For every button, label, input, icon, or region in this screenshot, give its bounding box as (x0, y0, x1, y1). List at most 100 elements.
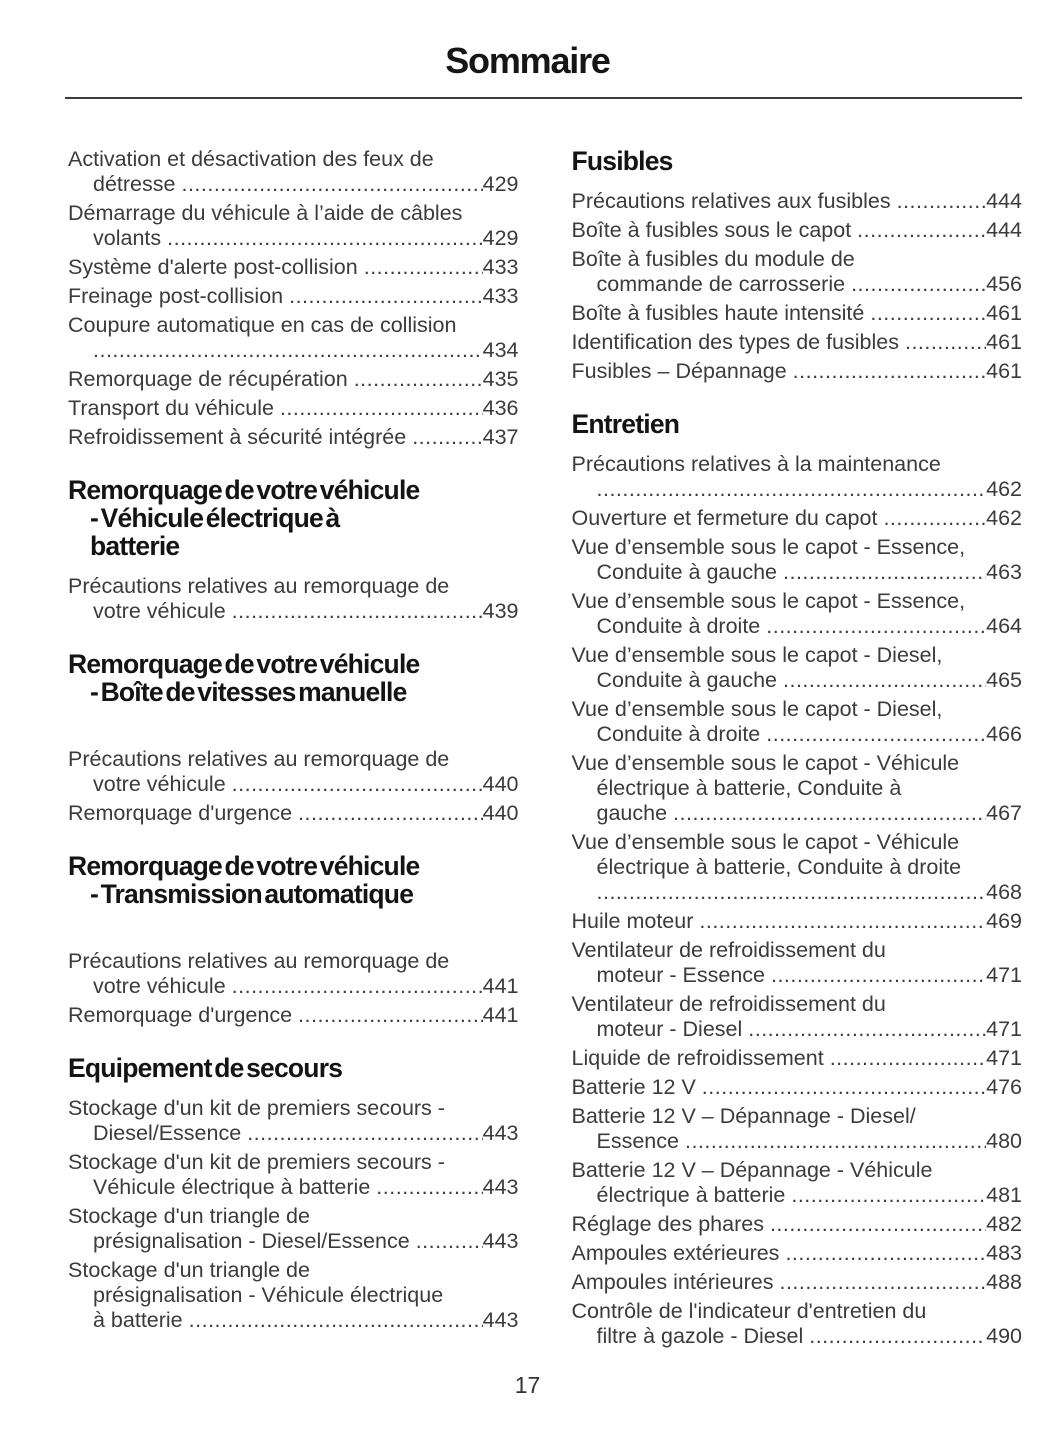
toc-entry-line: Vue d’ensemble sous le capot - Diesel, (571, 643, 943, 667)
dot-leader: ........................................… (851, 272, 986, 296)
toc-entry: Freinage post-collision.................… (68, 284, 519, 309)
toc-entry-text: Ampoules extérieures (571, 1241, 780, 1265)
toc-entry-line: Démarrage du véhicule à l’aide de câbles (68, 201, 463, 225)
toc-entry-lastline: gauche..................................… (572, 801, 1023, 826)
toc-entry: Liquide de refroidissement..............… (572, 1046, 1023, 1071)
toc-entry: Boîte à fusibles sous le capot..........… (572, 218, 1023, 243)
toc-entry-text: Ampoules intérieures (571, 1270, 774, 1294)
page-ref: 461 (986, 359, 1022, 383)
toc-entry-lastline: présignalisation - Diesel/Essence.......… (68, 1229, 519, 1254)
toc-entry-text: Diesel/Essence (93, 1121, 242, 1145)
toc-entry-lastline: Ampoules extérieures....................… (572, 1241, 1023, 1266)
toc-entry: Fusibles – Dépannage....................… (572, 359, 1023, 384)
toc-entry-text: votre véhicule (93, 974, 226, 998)
toc-entry-lastline: Conduite à gauche.......................… (572, 668, 1023, 693)
toc-entry-text: Identification des types de fusibles (571, 330, 899, 354)
toc-entry-text: Conduite à droite (596, 722, 761, 746)
section-heading-line: batterie (90, 531, 180, 561)
dot-leader: ........................................… (181, 172, 482, 196)
page-ref: 437 (482, 425, 519, 449)
toc-entry: Vue d’ensemble sous le capot - Diesel, Co… (572, 643, 1023, 693)
toc-entry-lastline: Conduite à droite.......................… (572, 614, 1023, 639)
page-title: Sommaire (445, 40, 611, 81)
toc-entry: Activation et désactivation des feux de d… (68, 147, 519, 197)
toc-entry-line: Contrôle de l'indicateur d'entretien du (571, 1299, 927, 1323)
toc-entry-line: Stockage d'un triangle de (68, 1258, 310, 1282)
toc-entry-line: Précautions relatives au remorquage de (68, 949, 450, 973)
toc-entry-line: Batterie 12 V – Dépannage - Véhicule (571, 1158, 933, 1182)
dot-leader: ........................................… (699, 909, 987, 933)
page-ref: 481 (986, 1183, 1022, 1207)
toc-entry: Stockage d'un triangle de présignalisatio… (68, 1204, 519, 1254)
page-ref: 488 (986, 1270, 1022, 1294)
page-ref: 476 (986, 1075, 1022, 1099)
toc-entry: Ouverture et fermeture du capot.........… (572, 506, 1023, 531)
toc-entry-lastline: Conduite à gauche.......................… (572, 560, 1023, 585)
toc-entry-lastline: Conduite à droite.......................… (572, 722, 1023, 747)
toc-entry-text: Réglage des phares (571, 1212, 764, 1236)
toc-entry-lastline: Remorquage d'urgence....................… (68, 1003, 519, 1028)
dot-leader: ........................................… (779, 1270, 987, 1294)
page-ref: 463 (986, 560, 1022, 584)
page-ref: 462 (986, 477, 1022, 501)
dot-leader: ........................................… (896, 189, 987, 213)
dot-leader: ........................................… (857, 218, 987, 242)
toc-entry: Démarrage du véhicule à l’aide de câbles… (68, 201, 519, 251)
section-heading: Remorquage de votre véhicule - Véhicule é… (68, 476, 519, 560)
section-heading: Equipement de secours (68, 1054, 519, 1082)
toc-entry: Système d'alerte post-collision.........… (68, 255, 519, 280)
section-heading-line: Remorquage de votre véhicule (68, 851, 420, 881)
toc-entry-lastline: à batterie..............................… (68, 1308, 519, 1333)
toc-entry-text: Essence (596, 1129, 679, 1153)
page-ref: 439 (482, 599, 519, 623)
page-ref: 441 (482, 1003, 519, 1027)
toc-entry-lastline: votre véhicule..........................… (68, 772, 519, 797)
toc-entry-line: Stockage d'un triangle de (68, 1204, 310, 1228)
toc-entry-lastline: volants.................................… (68, 226, 519, 251)
toc-entry-lastline: Identification des types de fusibles....… (572, 330, 1023, 355)
dot-leader: ........................................… (783, 668, 986, 692)
dot-leader: ........................................… (904, 330, 986, 354)
toc-entry: Ampoules intérieures....................… (572, 1270, 1023, 1295)
page-number: 17 (514, 1372, 541, 1398)
section-heading: Entretien (572, 410, 1023, 438)
toc-entry-lastline: commande de carrosserie.................… (572, 272, 1023, 297)
toc-entry: Stockage d'un kit de premiers secours -D… (68, 1096, 519, 1146)
toc-entry: Batterie 12 V – Dépannage - Diesel/Essen… (572, 1104, 1023, 1154)
toc-entry-line: Vue d’ensemble sous le capot - Essence, (571, 589, 966, 613)
toc-entry-text: votre véhicule (93, 772, 226, 796)
page-ref: 433 (482, 284, 519, 308)
section-heading-line: - Boîte de vitesses manuelle (90, 677, 407, 707)
toc-entry-text: Conduite à gauche (596, 560, 778, 584)
toc-entry: Huile moteur............................… (572, 909, 1023, 934)
toc-entry-text: commande de carrosserie (596, 272, 846, 296)
dot-leader: ........................................… (412, 425, 483, 449)
toc-entry-line: Activation et désactivation des feux de (68, 147, 434, 171)
toc-entry-line: Vue d’ensemble sous le capot - Diesel, (571, 697, 943, 721)
page-ref: 469 (986, 909, 1022, 933)
toc-entry-lastline: détresse................................… (68, 172, 519, 197)
toc-entry-text: moteur - Diesel (596, 1017, 743, 1041)
page-ref: 443 (482, 1229, 519, 1253)
toc-entry: Précautions relatives au remorquage de vo… (68, 574, 519, 624)
toc-entry-lastline: Véhicule électrique à batterie..........… (68, 1175, 519, 1200)
dot-leader: ........................................… (279, 396, 483, 420)
dot-leader: ........................................… (770, 963, 986, 987)
toc-entry: Vue d’ensemble sous le capot - Diesel, Co… (572, 697, 1023, 747)
page-ref: 456 (986, 272, 1022, 296)
toc-entry-lastline: Ampoules intérieures....................… (572, 1270, 1023, 1295)
toc-entry-lastline: Remorquage d'urgence....................… (68, 801, 519, 826)
dot-leader: ........................................… (673, 801, 986, 825)
toc-entry: Vue d’ensemble sous le capot - Essence, C… (572, 535, 1023, 585)
toc-entry-lastline: Batterie 12 V...........................… (572, 1075, 1023, 1100)
toc-entry-text: détresse (93, 172, 176, 196)
toc-entry: Vue d’ensemble sous le capot - Essence, C… (572, 589, 1023, 639)
toc-entry-line: Coupure automatique en cas de collision (68, 313, 457, 337)
toc-entry-line: électrique à batterie, Conduite à droite (596, 855, 962, 879)
page-ref: 471 (986, 963, 1022, 987)
page-ref: 461 (986, 330, 1022, 354)
toc-entry-line: Boîte à fusibles du module de (571, 247, 855, 271)
dot-leader: ........................................… (247, 1121, 483, 1145)
header-rule (65, 97, 1022, 99)
dot-leader: ........................................… (363, 255, 483, 279)
